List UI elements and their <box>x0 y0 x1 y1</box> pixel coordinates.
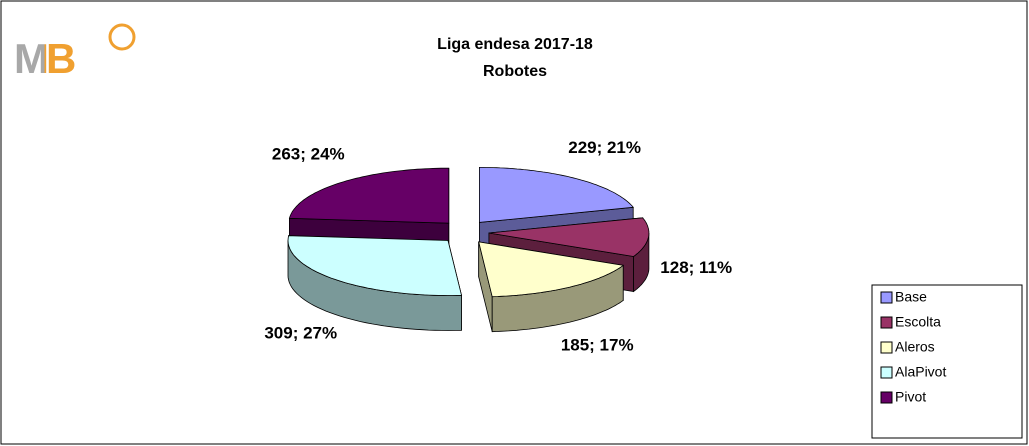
legend-label: Escolta <box>895 314 941 330</box>
legend-swatch <box>880 316 893 329</box>
slice <box>479 167 634 223</box>
legend-swatch <box>880 391 893 404</box>
logo: MB <box>14 35 75 82</box>
data-label: 263; 24% <box>272 144 345 163</box>
slice <box>287 235 463 296</box>
data-label: 185; 17% <box>561 335 634 354</box>
slice <box>288 167 450 224</box>
legend-swatch <box>880 291 893 304</box>
legend-label: Pivot <box>895 389 926 405</box>
chart-title: Liga endesa 2017-18 <box>437 36 593 53</box>
data-label: 128; 11% <box>660 258 732 277</box>
data-label: 309; 27% <box>264 323 337 342</box>
data-label: 229; 21% <box>568 138 641 157</box>
chart-subtitle: Robotes <box>483 63 547 80</box>
legend-label: AlaPivot <box>895 364 946 380</box>
legend-label: Aleros <box>895 339 935 355</box>
slice <box>478 241 625 298</box>
legend-swatch <box>880 341 893 354</box>
legend-box <box>871 284 1023 439</box>
logo-ball <box>108 23 136 51</box>
legend-swatch <box>880 366 893 379</box>
legend-label: Base <box>895 289 927 305</box>
slice <box>488 217 650 257</box>
